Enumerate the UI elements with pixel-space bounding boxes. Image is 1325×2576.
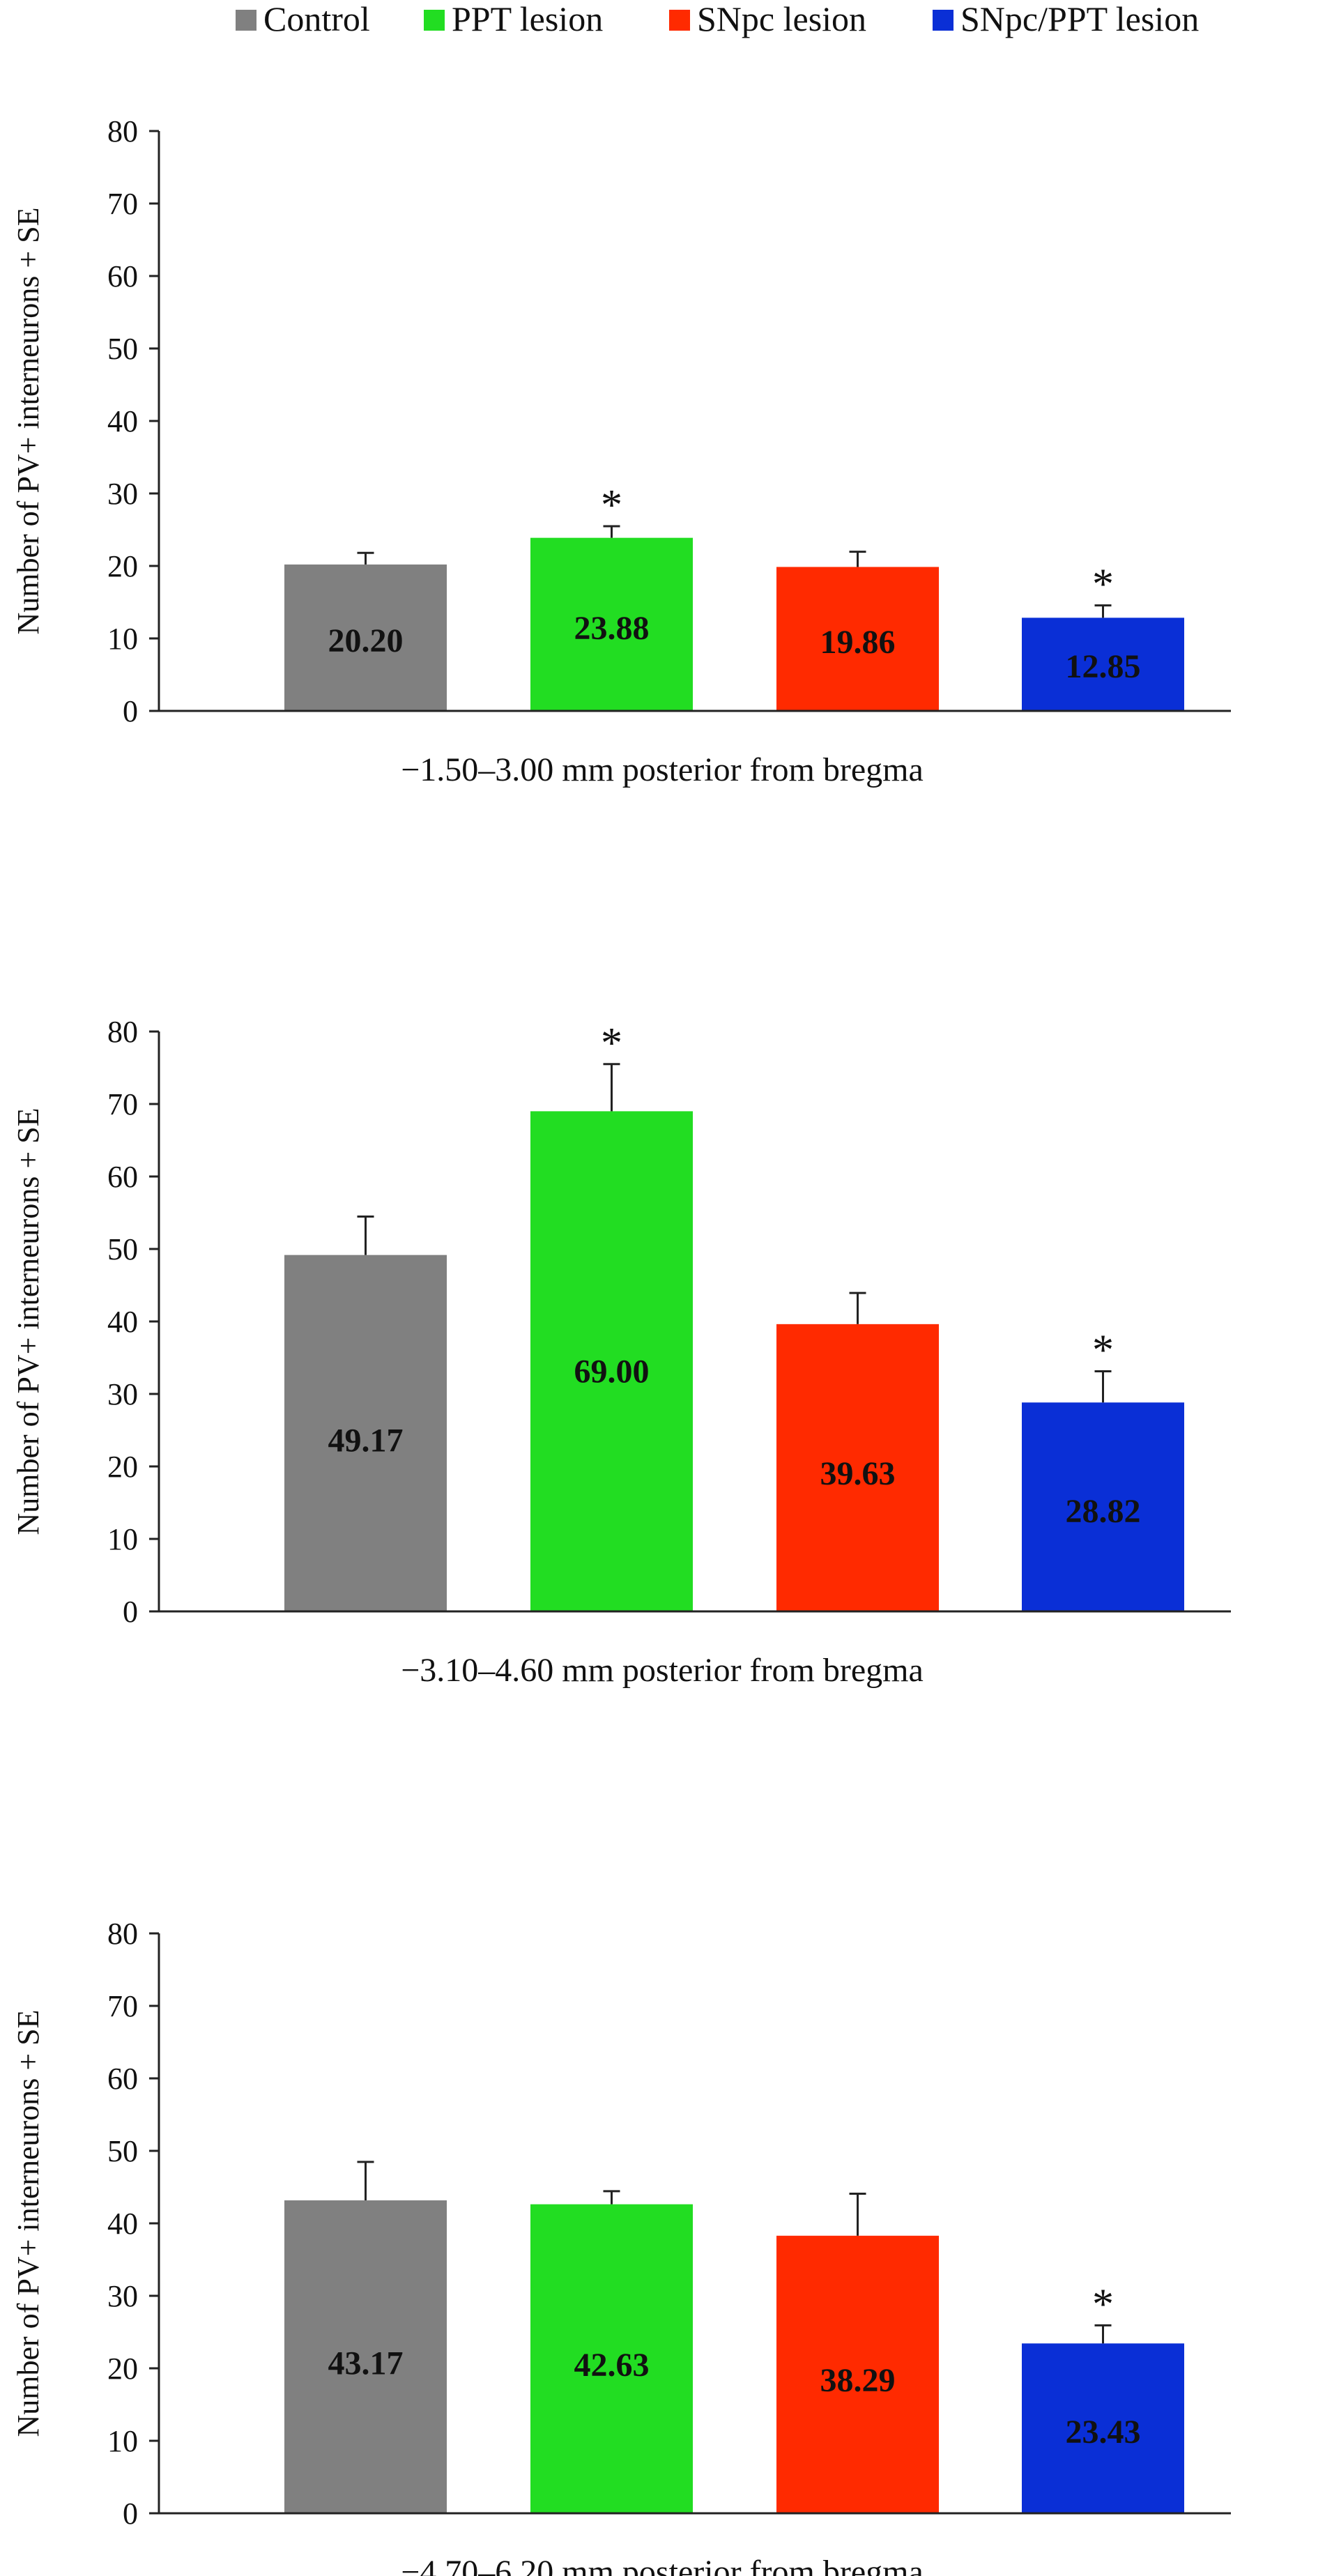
y-tick-label: 0 <box>123 1595 138 1629</box>
chart-panel-1: 0 10 20 30 40 50 60 70 80 Number of PV+ interneur… <box>11 114 1231 788</box>
y-tick-label: 10 <box>107 622 138 656</box>
y-tick-label: 10 <box>107 1522 138 1556</box>
y-tick-label: 0 <box>123 2497 138 2531</box>
legend-swatch <box>236 10 256 31</box>
bar <box>776 567 939 711</box>
y-axis-title: Number of PV+ interneurons + SE <box>11 2010 45 2437</box>
legend-swatch <box>933 10 953 31</box>
legend: Control PPT lesion SNpc lesion SNpc/PPT les… <box>236 0 1199 38</box>
y-tick-label: 70 <box>107 1087 138 1121</box>
significance-star: * <box>1092 561 1114 608</box>
y-tick-label: 20 <box>107 1450 138 1484</box>
legend-label: Control <box>263 0 370 38</box>
y-tick-label: 60 <box>107 2062 138 2096</box>
bar <box>530 2204 693 2513</box>
bar <box>530 1111 693 1611</box>
significance-star: * <box>1092 2280 1114 2328</box>
chart-panel-3: 0 10 20 30 40 50 60 70 80 Number of PV+ interneur… <box>11 1917 1231 2576</box>
y-tick-label: 30 <box>107 477 138 511</box>
legend-item: SNpc/PPT lesion <box>933 0 1199 38</box>
bar <box>1022 1402 1184 1611</box>
legend-item: SNpc lesion <box>669 0 866 38</box>
significance-star: * <box>1092 1327 1114 1374</box>
y-tick-label: 10 <box>107 2424 138 2458</box>
data-label: 12.85 <box>1066 648 1141 685</box>
bar <box>1022 618 1184 711</box>
y-tick-label: 40 <box>107 1305 138 1339</box>
legend-label: PPT lesion <box>452 0 603 38</box>
y-tick-label: 30 <box>107 1377 138 1411</box>
bar <box>284 2200 447 2513</box>
x-axis-title: −3.10–4.60 mm posterior from bregma <box>401 1652 924 1689</box>
y-tick-label: 60 <box>107 259 138 293</box>
data-label: 23.43 <box>1066 2414 1141 2451</box>
legend-item: PPT lesion <box>424 0 603 38</box>
data-label: 23.88 <box>574 610 650 647</box>
bar <box>284 1255 447 1611</box>
legend-label: SNpc lesion <box>697 0 866 38</box>
y-tick-label: 40 <box>107 404 138 438</box>
x-axis-title: −4.70–6.20 mm posterior from bregma <box>401 2554 924 2576</box>
y-tick-label: 20 <box>107 2352 138 2386</box>
y-tick-label: 40 <box>107 2207 138 2241</box>
y-tick-label: 0 <box>123 694 138 728</box>
y-tick-label: 50 <box>107 332 138 366</box>
data-label: 49.17 <box>328 1423 404 1459</box>
legend-swatch <box>669 10 690 31</box>
y-tick-label: 80 <box>107 114 138 148</box>
y-tick-label: 60 <box>107 1160 138 1194</box>
bar <box>1022 2343 1184 2513</box>
data-label: 39.63 <box>820 1455 896 1492</box>
data-label: 43.17 <box>328 2345 404 2382</box>
y-tick-label: 80 <box>107 1015 138 1049</box>
significance-star: * <box>601 482 622 529</box>
data-label: 19.86 <box>820 624 896 661</box>
legend-item: Control <box>236 0 370 38</box>
data-label: 69.00 <box>574 1354 650 1390</box>
data-label: 20.20 <box>328 622 404 659</box>
y-tick-label: 50 <box>107 2134 138 2168</box>
legend-label: SNpc/PPT lesion <box>960 0 1199 38</box>
bar <box>530 537 693 711</box>
y-axis-title: Number of PV+ interneurons + SE <box>11 208 45 635</box>
bar <box>284 564 447 711</box>
data-label: 42.63 <box>574 2347 650 2384</box>
y-axis-title: Number of PV+ interneurons + SE <box>11 1108 45 1535</box>
y-tick-label: 80 <box>107 1917 138 1951</box>
bar <box>776 1324 939 1611</box>
y-tick-label: 70 <box>107 187 138 221</box>
chart-panels: 0 10 20 30 40 50 60 70 80 Number of PV+ interneur… <box>11 114 1231 2576</box>
y-tick-label: 70 <box>107 1989 138 2023</box>
y-tick-label: 50 <box>107 1232 138 1266</box>
significance-star: * <box>601 1020 622 1067</box>
y-tick-label: 20 <box>107 549 138 583</box>
legend-swatch <box>424 10 445 31</box>
chart-panel-2: 0 10 20 30 40 50 60 70 80 Number of PV+ interneur… <box>11 1015 1231 1689</box>
x-axis-title: −1.50–3.00 mm posterior from bregma <box>401 751 924 788</box>
bar <box>776 2235 939 2513</box>
y-tick-label: 30 <box>107 2279 138 2313</box>
data-label: 38.29 <box>820 2362 896 2399</box>
data-label: 28.82 <box>1066 1493 1141 1530</box>
